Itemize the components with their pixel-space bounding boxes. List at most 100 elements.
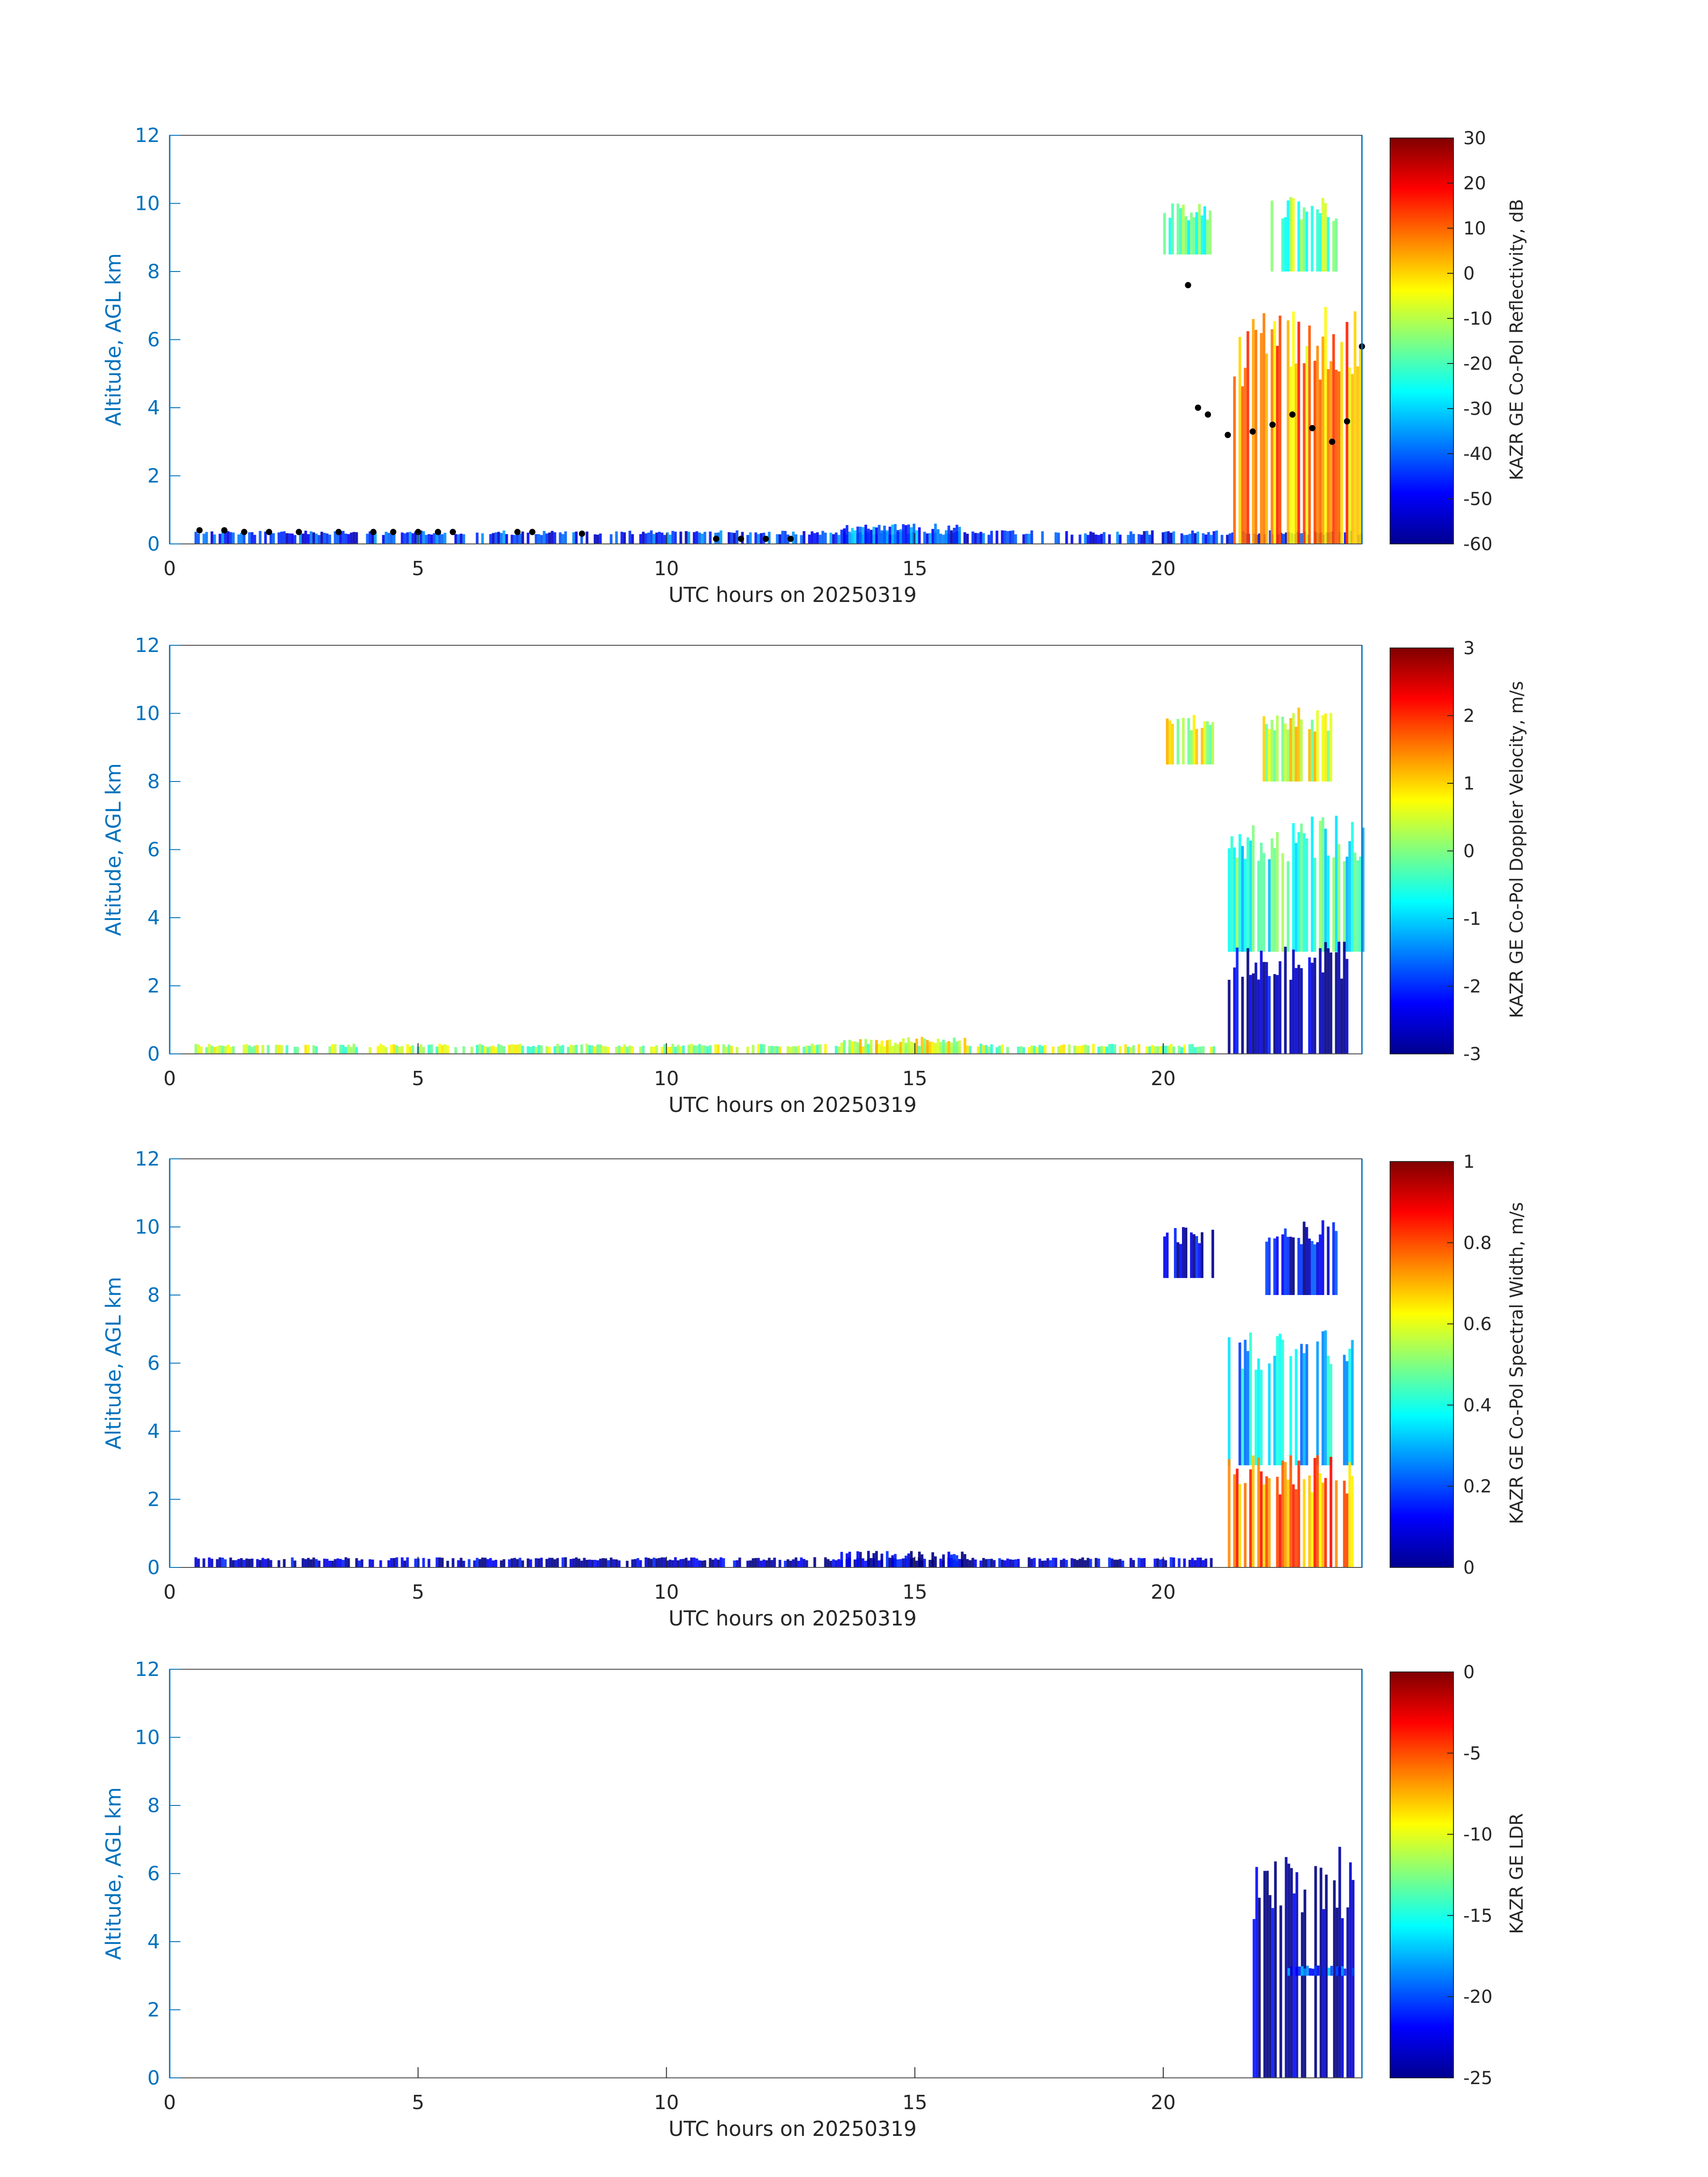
heatmap-strip: [1006, 1559, 1009, 1567]
heatmap-strip: [1262, 313, 1265, 544]
heatmap-strip: [1273, 1238, 1276, 1295]
heatmap-strip: [802, 1047, 806, 1054]
heatmap-strip: [928, 1041, 931, 1054]
heatmap-strip: [829, 532, 832, 544]
colorbar-label: KAZR GE Co-Pol Doppler Velocity, m/s: [1507, 681, 1527, 1018]
heatmap-strip: [671, 531, 674, 544]
heatmap-strip: [497, 1044, 500, 1054]
heatmap-strip: [768, 531, 771, 544]
heatmap-strip: [1327, 948, 1330, 1054]
heatmap-strip: [832, 534, 835, 544]
cloud-base-point: [738, 535, 744, 542]
heatmap-strip: [430, 535, 433, 544]
heatmap-strip: [837, 1559, 840, 1567]
heatmap-strip: [323, 533, 326, 544]
colorbar-tick-label: -5: [1463, 1743, 1481, 1764]
heatmap-strip: [1145, 1046, 1148, 1054]
heatmap-strip: [1228, 533, 1232, 544]
heatmap-strip: [1046, 1558, 1049, 1567]
heatmap-strip: [725, 1047, 728, 1054]
heatmap-strip: [253, 535, 256, 544]
heatmap-strip: [947, 1551, 950, 1567]
heatmap-strip: [1292, 311, 1295, 544]
heatmap-strip: [535, 1558, 538, 1567]
heatmap-strip: [880, 530, 883, 544]
heatmap-strip: [572, 1559, 575, 1567]
heatmap-strip: [974, 533, 977, 544]
heatmap-strip: [894, 524, 897, 544]
heatmap-strip: [1084, 1045, 1087, 1054]
heatmap-strip: [902, 1558, 905, 1567]
heatmap-strip: [631, 1559, 634, 1567]
heatmap-strip: [1143, 531, 1146, 544]
heatmap-strip: [958, 1559, 961, 1567]
heatmap-strip: [1116, 531, 1119, 544]
heatmap-strip: [328, 1560, 331, 1567]
heatmap-strip: [615, 531, 618, 544]
heatmap-strip: [642, 531, 645, 544]
heatmap-strip: [1295, 1349, 1298, 1466]
heatmap-strip: [749, 532, 752, 544]
heatmap-strip: [1127, 1046, 1130, 1054]
heatmap-strip: [1119, 1046, 1122, 1054]
heatmap-strip: [1180, 533, 1183, 544]
heatmap-strip: [920, 1036, 923, 1054]
heatmap-strip: [985, 1045, 988, 1054]
heatmap-strip: [701, 1560, 704, 1567]
heatmap-strip: [283, 1559, 286, 1567]
heatmap-strip: [647, 532, 650, 544]
heatmap-strip: [1285, 1857, 1288, 2078]
heatmap-strip: [762, 1559, 765, 1567]
heatmap-strip: [591, 1045, 594, 1054]
heatmap-strip: [588, 1045, 591, 1054]
heatmap-strip: [390, 533, 393, 544]
heatmap-area: [194, 1220, 1354, 1567]
heatmap-strip: [784, 1561, 787, 1567]
heatmap-strip: [1262, 853, 1265, 952]
colorbar-label: KAZR GE LDR: [1507, 1813, 1527, 1934]
heatmap-strip: [990, 1559, 993, 1567]
heatmap-strip: [872, 526, 875, 544]
heatmap-strip: [1193, 1234, 1195, 1278]
heatmap-strip: [829, 1561, 832, 1567]
heatmap-strip: [1210, 1047, 1213, 1054]
heatmap-strip: [885, 1040, 889, 1054]
heatmap-strip: [1254, 962, 1257, 1054]
heatmap-strip: [998, 1558, 1001, 1567]
heatmap-strip: [1132, 1560, 1135, 1567]
heatmap-strip: [1052, 1558, 1055, 1567]
heatmap-strip: [952, 527, 956, 544]
heatmap-strip: [1022, 1047, 1025, 1054]
heatmap-strip: [628, 1045, 631, 1054]
heatmap-strip: [610, 534, 613, 544]
y-axis-ticks: 0 2 4 6 8 10 12: [135, 1658, 180, 2089]
y-tick-label: 8: [147, 770, 160, 793]
heatmap-strip: [513, 535, 516, 544]
heatmap-strip: [1303, 1479, 1306, 1567]
heatmap-strip: [1301, 533, 1304, 544]
heatmap-strip: [735, 530, 739, 544]
heatmap-strip: [634, 1559, 637, 1567]
heatmap-strip: [1324, 828, 1327, 952]
y-tick-label: 8: [147, 260, 160, 283]
heatmap-strip: [1201, 1232, 1203, 1278]
heatmap-strip: [674, 1557, 677, 1567]
heatmap-strip: [1084, 533, 1087, 544]
heatmap-strip: [1345, 959, 1349, 1054]
heatmap-strip: [221, 1558, 224, 1567]
heatmap-strip: [1337, 371, 1341, 544]
heatmap-strip: [754, 1558, 757, 1567]
heatmap-strip: [896, 1044, 899, 1054]
heatmap-strip: [1297, 322, 1300, 544]
heatmap-strip: [1228, 1459, 1231, 1567]
heatmap-strip: [1108, 534, 1111, 544]
heatmap-strip: [518, 1044, 522, 1054]
panel-ldr: 0 5 10 15 20 0 2 4 6 8 10 12 UTC hours on 20250319…: [101, 1658, 1527, 2141]
heatmap-strip: [1316, 209, 1319, 272]
heatmap-strip: [518, 1558, 522, 1567]
colorbar-tick-label: -50: [1463, 489, 1492, 510]
heatmap-strip: [915, 530, 918, 544]
heatmap-strip: [1308, 1238, 1311, 1295]
heatmap-strip: [1316, 710, 1319, 781]
heatmap-strip: [379, 1560, 382, 1567]
